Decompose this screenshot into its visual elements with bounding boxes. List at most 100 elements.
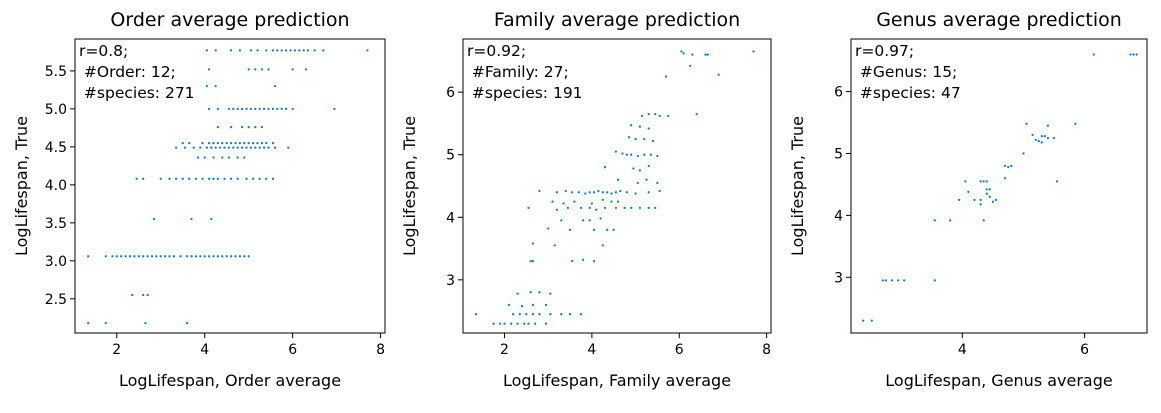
data-point (287, 146, 290, 149)
data-point (234, 141, 237, 145)
data-point (581, 258, 585, 261)
data-point (632, 167, 635, 170)
data-point (651, 139, 655, 143)
data-point (647, 112, 650, 116)
x-axis-label: LogLifespan, Family average (503, 371, 731, 390)
data-point (634, 137, 637, 141)
data-point (199, 255, 202, 258)
subplot-1: Order average prediction 2 4 6 8 2.5 3.0 3.5 4.0… (12, 9, 386, 390)
data-point (638, 206, 642, 210)
data-point (227, 146, 231, 149)
data-point (933, 219, 936, 222)
data-point (498, 322, 502, 325)
data-point (203, 156, 206, 159)
data-point (216, 125, 220, 129)
data-point (1132, 53, 1135, 56)
chart-title: Family average prediction (494, 9, 740, 31)
data-point (647, 206, 650, 210)
data-point (262, 107, 266, 111)
data-point (159, 177, 162, 180)
data-point (667, 114, 670, 118)
data-point (630, 153, 633, 156)
data-point (645, 178, 648, 181)
data-point (538, 313, 541, 316)
data-point (247, 141, 250, 145)
data-point (588, 219, 591, 222)
data-point (245, 146, 248, 149)
data-point (518, 313, 521, 316)
data-point (967, 190, 970, 194)
data-point (1025, 122, 1028, 125)
data-point (190, 255, 193, 258)
data-point (512, 313, 515, 316)
data-point (240, 107, 244, 111)
data-point (190, 217, 193, 221)
annotation-line: r=0.8; (79, 42, 128, 60)
data-point (579, 206, 583, 210)
data-point (302, 49, 305, 52)
data-point (579, 313, 583, 316)
y-tick-label: 3.0 (45, 254, 67, 270)
data-point (216, 177, 220, 180)
data-point (223, 146, 226, 149)
data-point (142, 255, 145, 258)
data-point (260, 141, 264, 145)
data-point (531, 259, 535, 263)
data-point (531, 242, 535, 245)
data-point (155, 255, 158, 258)
data-point (254, 107, 257, 111)
data-point (1046, 136, 1050, 140)
data-point (142, 177, 145, 180)
data-point (988, 195, 991, 198)
data-point (249, 146, 253, 149)
data-point (135, 177, 138, 180)
data-point (625, 153, 628, 156)
data-point (183, 146, 187, 149)
data-point (627, 136, 631, 139)
data-point (131, 293, 134, 297)
data-point (142, 293, 145, 297)
y-tick-label: 5.5 (45, 64, 67, 80)
data-point (884, 279, 888, 282)
y-tick-label: 3 (446, 273, 455, 289)
data-point (124, 255, 127, 258)
data-point (640, 114, 644, 118)
data-point (881, 279, 884, 282)
data-point (588, 206, 591, 210)
data-point (227, 107, 231, 111)
data-point (1074, 122, 1077, 125)
data-point (207, 107, 211, 111)
data-point (1022, 152, 1025, 155)
data-point (706, 53, 709, 56)
annotation-line: r=0.92; (467, 42, 526, 60)
data-point (243, 156, 246, 159)
data-point (181, 177, 184, 180)
data-point (262, 146, 266, 149)
data-point (973, 198, 976, 202)
data-point (146, 293, 149, 297)
data-point (179, 255, 182, 258)
data-point (985, 180, 988, 183)
data-point (267, 146, 270, 149)
data-point (137, 255, 140, 258)
data-point (647, 164, 650, 168)
y-tick-label: 4.0 (45, 178, 67, 194)
data-point (862, 319, 865, 322)
annotation-line: #species: 191 (467, 84, 583, 102)
data-point (216, 141, 220, 145)
data-point (634, 192, 637, 195)
data-point (606, 228, 609, 231)
data-point (656, 154, 659, 158)
data-point (194, 177, 198, 180)
data-point (236, 107, 239, 111)
data-point (207, 177, 211, 180)
data-point (247, 68, 250, 71)
data-point (1003, 177, 1007, 180)
data-point (573, 200, 576, 203)
data-point (265, 177, 268, 180)
y-tick-label: 5 (834, 147, 843, 163)
data-point (232, 107, 235, 111)
data-point (560, 219, 563, 222)
data-point (214, 49, 217, 52)
data-point (104, 255, 107, 258)
